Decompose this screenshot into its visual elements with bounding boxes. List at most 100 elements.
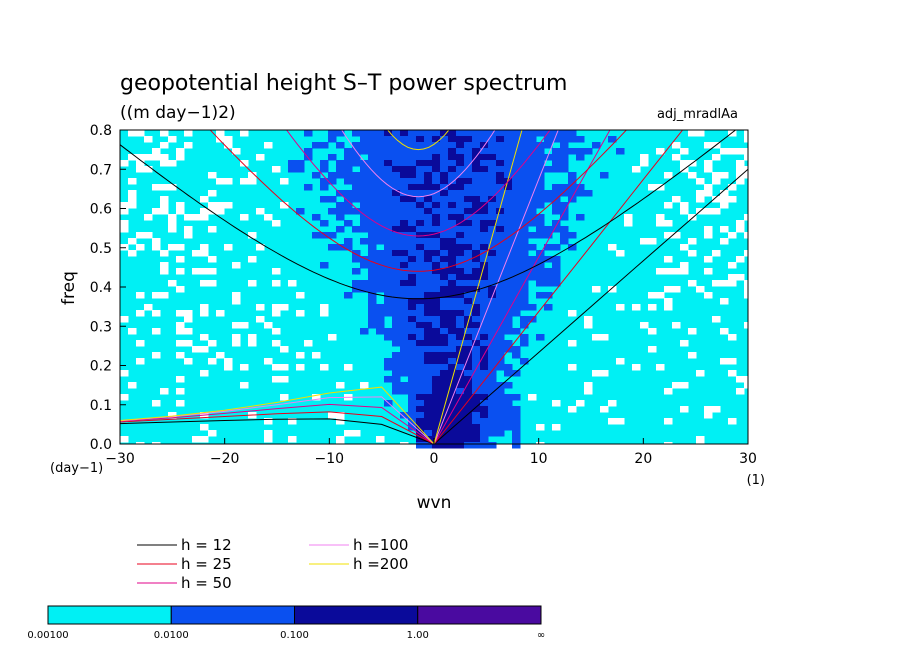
field-cell bbox=[120, 226, 129, 233]
legend-label: h = 25 bbox=[181, 555, 232, 573]
field-cell bbox=[168, 412, 177, 419]
field-cell bbox=[480, 172, 489, 179]
field-cell bbox=[264, 358, 273, 365]
field-cell bbox=[160, 142, 169, 149]
field-cell bbox=[448, 328, 457, 335]
field-cell bbox=[488, 136, 497, 143]
field-cell bbox=[536, 226, 545, 233]
field-cell bbox=[160, 388, 169, 395]
field-cell bbox=[536, 280, 545, 287]
field-cell bbox=[376, 184, 385, 191]
field-cell bbox=[328, 244, 337, 251]
field-cell bbox=[680, 340, 689, 347]
field-cell bbox=[376, 178, 385, 185]
field-cell bbox=[152, 292, 161, 299]
y-tick-label: 0.6 bbox=[90, 202, 112, 218]
field-cell bbox=[536, 334, 545, 341]
field-cell bbox=[536, 196, 545, 203]
field-cell bbox=[120, 436, 129, 443]
field-cell bbox=[504, 142, 513, 149]
field-cell bbox=[400, 346, 409, 353]
field-cell bbox=[608, 418, 617, 425]
field-cell bbox=[512, 280, 521, 287]
field-cell bbox=[384, 154, 393, 161]
field-cell bbox=[456, 178, 465, 185]
field-cell bbox=[456, 370, 465, 377]
field-cell bbox=[440, 250, 449, 257]
field-cell bbox=[472, 184, 481, 191]
field-cell bbox=[312, 172, 321, 179]
field-cell bbox=[448, 136, 457, 143]
field-cell bbox=[504, 232, 513, 239]
field-cell bbox=[152, 310, 161, 317]
field-cell bbox=[400, 280, 409, 287]
colorbar: 0.00100 0.0100 0.100 1.00 ∞ bbox=[27, 605, 545, 641]
field-cell bbox=[544, 190, 553, 197]
field-cell bbox=[544, 304, 553, 311]
kelvin-line bbox=[433, 168, 748, 444]
field-cell bbox=[712, 316, 721, 323]
field-cell bbox=[472, 262, 481, 269]
colorbar-segment bbox=[170, 605, 295, 625]
field-cell bbox=[344, 154, 353, 161]
field-cell bbox=[120, 316, 129, 323]
field-cell bbox=[376, 232, 385, 239]
field-cell bbox=[168, 184, 177, 191]
field-cell bbox=[512, 208, 521, 215]
field-cell bbox=[464, 352, 473, 359]
field-cell bbox=[120, 394, 129, 401]
field-cell bbox=[480, 250, 489, 257]
field-cell bbox=[376, 220, 385, 227]
field-cell bbox=[720, 190, 729, 197]
field-cell bbox=[512, 160, 521, 167]
field-cell bbox=[456, 430, 465, 437]
field-cell bbox=[128, 250, 137, 257]
field-cell bbox=[400, 334, 409, 341]
field-cell bbox=[472, 142, 481, 149]
field-cell bbox=[400, 292, 409, 299]
field-cell bbox=[248, 172, 257, 179]
field-cell bbox=[432, 178, 441, 185]
field-cell bbox=[360, 196, 369, 203]
units-subtitle: ((m day−1)2) bbox=[120, 103, 236, 123]
field-cell bbox=[360, 262, 369, 269]
field-cell bbox=[392, 388, 401, 395]
field-cell bbox=[264, 418, 273, 425]
field-cell bbox=[736, 220, 745, 227]
field-cell bbox=[520, 130, 529, 137]
field-cell bbox=[384, 136, 393, 143]
field-cell bbox=[496, 412, 505, 419]
field-cell bbox=[280, 202, 289, 209]
field-cell bbox=[448, 178, 457, 185]
field-cell bbox=[512, 406, 521, 413]
field-cell bbox=[456, 436, 465, 443]
field-cell bbox=[552, 268, 561, 275]
field-cell bbox=[288, 166, 297, 173]
field-cell bbox=[464, 244, 473, 251]
field-cell bbox=[416, 358, 425, 365]
field-cell bbox=[520, 166, 529, 173]
field-cell bbox=[592, 370, 601, 377]
field-cell bbox=[448, 424, 457, 431]
field-cell bbox=[648, 184, 657, 191]
field-cell bbox=[448, 364, 457, 371]
field-cell bbox=[392, 208, 401, 215]
field-cell bbox=[472, 298, 481, 305]
field-cell bbox=[176, 400, 185, 407]
field-cell bbox=[496, 304, 505, 311]
field-cell bbox=[416, 382, 425, 389]
field-cell bbox=[400, 358, 409, 365]
field-cell bbox=[600, 334, 609, 341]
field-cell bbox=[192, 250, 201, 257]
field-cell bbox=[496, 280, 505, 287]
field-cell bbox=[464, 172, 473, 179]
field-cell bbox=[480, 238, 489, 245]
field-cell bbox=[488, 166, 497, 173]
field-cell bbox=[512, 172, 521, 179]
field-cell bbox=[344, 220, 353, 227]
field-cell bbox=[720, 172, 729, 179]
field-cell bbox=[440, 364, 449, 371]
field-cell bbox=[152, 238, 161, 245]
field-cell bbox=[392, 370, 401, 377]
